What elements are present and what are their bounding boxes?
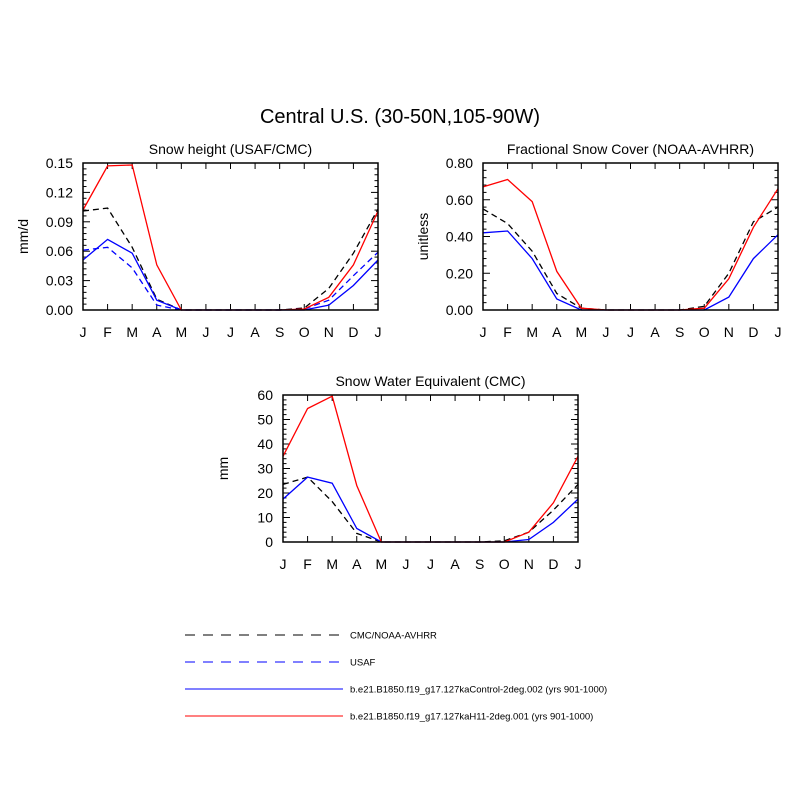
- plot-frame: [482, 162, 779, 311]
- x-tick-label: F: [503, 324, 512, 340]
- legend-item: USAF: [185, 658, 376, 669]
- x-tick-label: J: [402, 556, 409, 572]
- y-tick-label: 0.20: [446, 265, 473, 281]
- y-tick-label: 0.80: [446, 155, 473, 171]
- legend: CMC/NOAA-AVHRR USAF b.e21.B1850.f19_g17.12…: [185, 631, 607, 723]
- series-line-b-e21-b1850-f19-g17-127kacontrol-2deg-002-yrs-901-1000: [82, 238, 379, 311]
- legend-item: b.e21.B1850.f19_g17.127kaControl-2deg.00…: [185, 685, 607, 696]
- y-axis-label: mm: [215, 457, 231, 480]
- panel-fractional-snow-cover-noaa-avhrr: Fractional Snow Cover (NOAA-AVHRR) unitle…: [415, 141, 782, 340]
- x-tick-label: M: [526, 324, 538, 340]
- y-tick-label: 0.03: [46, 273, 73, 289]
- x-tick-label: M: [126, 324, 138, 340]
- panel-title: Snow height (USAF/CMC): [149, 141, 312, 157]
- y-tick-label: 0.09: [46, 214, 73, 230]
- x-tick-label: O: [299, 324, 310, 340]
- x-tick-label: A: [552, 324, 562, 340]
- y-tick-label: 10: [257, 510, 273, 526]
- legend-item: b.e21.B1850.f19_g17.127kaH11-2deg.001 (y…: [185, 712, 593, 723]
- x-tick-label: O: [499, 556, 510, 572]
- plot-frame: [82, 162, 379, 311]
- y-axis-label: mm/d: [15, 219, 31, 254]
- x-tick-label: A: [352, 556, 362, 572]
- x-tick-label: S: [275, 324, 284, 340]
- y-tick-label: 0.40: [446, 229, 473, 245]
- series-line-b-e21-b1850-f19-g17-127kacontrol-2deg-002-yrs-901-1000: [482, 230, 779, 311]
- x-tick-label: J: [427, 556, 434, 572]
- x-tick-label: J: [480, 324, 487, 340]
- series-line-cmc-noaa-avhrr: [482, 206, 779, 311]
- x-tick-label: J: [202, 324, 209, 340]
- panel-title: Snow Water Equivalent (CMC): [335, 373, 525, 389]
- x-tick-label: J: [280, 556, 287, 572]
- plot-frame: [282, 394, 579, 543]
- y-tick-label: 40: [257, 436, 273, 452]
- x-tick-label: O: [699, 324, 710, 340]
- x-tick-label: A: [450, 556, 460, 572]
- series-line-cmc-noaa-avhrr: [282, 476, 579, 543]
- legend-label: CMC/NOAA-AVHRR: [350, 631, 437, 642]
- x-tick-label: N: [524, 556, 534, 572]
- legend-label: b.e21.B1850.f19_g17.127kaControl-2deg.00…: [350, 685, 607, 696]
- x-tick-label: D: [748, 324, 758, 340]
- y-tick-label: 60: [257, 387, 273, 403]
- y-tick-label: 0.00: [446, 302, 473, 318]
- series-line-b-e21-b1850-f19-g17-127kah11-2deg-001-yrs-901-1000: [282, 395, 579, 543]
- x-tick-label: M: [575, 324, 587, 340]
- x-tick-label: S: [475, 556, 484, 572]
- x-tick-label: J: [227, 324, 234, 340]
- y-axis-label: unitless: [415, 213, 431, 260]
- y-tick-label: 30: [257, 461, 273, 477]
- x-tick-label: A: [250, 324, 260, 340]
- y-tick-label: 0: [265, 534, 273, 550]
- y-tick-label: 0.00: [46, 302, 73, 318]
- panel-snow-water-equivalent-cmc: Snow Water Equivalent (CMC)mmJ F M A M J J A S O N…: [215, 373, 582, 572]
- x-tick-label: A: [152, 324, 162, 340]
- figure-title: Central U.S. (30-50N,105-90W): [260, 106, 540, 128]
- x-tick-label: M: [326, 556, 338, 572]
- legend-item: CMC/NOAA-AVHRR: [185, 631, 437, 642]
- y-tick-label: 0.06: [46, 243, 73, 259]
- x-tick-label: N: [324, 324, 334, 340]
- y-tick-label: 50: [257, 412, 273, 428]
- series-line-b-e21-b1850-f19-g17-127kacontrol-2deg-002-yrs-901-1000: [282, 476, 579, 543]
- y-tick-label: 0.60: [446, 192, 473, 208]
- x-tick-label: J: [575, 556, 582, 572]
- x-tick-label: J: [602, 324, 609, 340]
- y-tick-label: 0.15: [46, 155, 73, 171]
- x-tick-label: F: [303, 556, 312, 572]
- panels: Snow height (USAF/CMC)mm/dJ F M A M J J A S O N D J0…: [15, 141, 782, 572]
- panel-title: Fractional Snow Cover (NOAA-AVHRR): [507, 141, 754, 157]
- panel-snow-height-usaf-cmc: Snow height (USAF/CMC)mm/dJ F M A M J J A S O N D J0…: [15, 141, 382, 340]
- x-tick-label: J: [80, 324, 87, 340]
- x-tick-label: N: [724, 324, 734, 340]
- x-tick-label: S: [675, 324, 684, 340]
- x-tick-label: D: [348, 324, 358, 340]
- x-tick-label: J: [627, 324, 634, 340]
- x-tick-label: M: [175, 324, 187, 340]
- y-tick-label: 0.12: [46, 184, 73, 200]
- legend-label: b.e21.B1850.f19_g17.127kaH11-2deg.001 (y…: [350, 712, 593, 723]
- x-tick-label: J: [775, 324, 782, 340]
- x-tick-label: A: [650, 324, 660, 340]
- series-line-b-e21-b1850-f19-g17-127kah11-2deg-001-yrs-901-1000: [82, 164, 379, 311]
- x-tick-label: M: [375, 556, 387, 572]
- x-tick-label: F: [103, 324, 112, 340]
- x-tick-label: J: [375, 324, 382, 340]
- legend-label: USAF: [350, 658, 376, 669]
- y-tick-label: 20: [257, 485, 273, 501]
- x-tick-label: D: [548, 556, 558, 572]
